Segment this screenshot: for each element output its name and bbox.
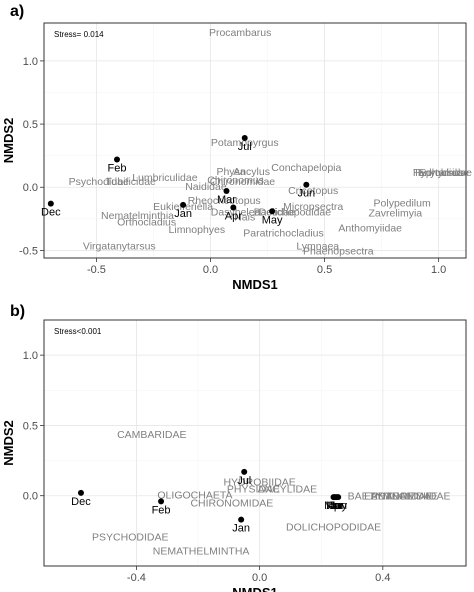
taxon-label: Tubificidae: [105, 176, 156, 188]
month-point: [269, 208, 276, 215]
y-tick-label: -0.5: [19, 245, 38, 257]
taxon-label: Dolichopodidae: [259, 206, 332, 218]
month-label: Feb: [108, 162, 127, 174]
taxon-label: Chironomidae: [210, 176, 276, 188]
taxon-label: Physa: [216, 166, 245, 178]
taxon-label: BAETIDAE: [348, 491, 400, 503]
taxon-label: Lumbriculidae: [132, 172, 198, 184]
taxon-label: Chironomus: [207, 175, 264, 187]
taxon-label: OLIGOCHAETA: [157, 489, 232, 501]
taxon-label: CHIRONOMIDAE: [190, 498, 273, 510]
taxon-label: PHYSIDAE: [227, 484, 280, 496]
taxon-label: Orthocladius: [117, 216, 176, 228]
month-point: [113, 156, 120, 163]
taxon-label: Naididae: [185, 181, 227, 193]
month-label: Jun: [297, 188, 315, 200]
taxon-label: Polypedilum: [374, 197, 431, 209]
month-point: [241, 468, 248, 475]
month-label: Jun: [329, 500, 347, 512]
x-tick-label: -0.4: [127, 572, 146, 584]
month-point: [223, 188, 230, 195]
month-point: [47, 200, 54, 207]
plot-border: [43, 22, 467, 259]
month-label: Mar: [324, 500, 343, 512]
taxon-label: Ancylus: [233, 166, 270, 178]
month-label: Jan: [232, 523, 250, 535]
month-point: [230, 204, 237, 211]
y-tick-label: 0.0: [23, 182, 38, 194]
taxon-label: Psychodidae: [69, 176, 129, 188]
taxon-label: Conchapelopia: [271, 162, 341, 174]
month-point: [303, 181, 310, 188]
x-axis-title: NMDS1: [232, 277, 278, 292]
y-tick-label: 0.5: [23, 119, 38, 131]
chart-panel-2: -0.4 0.0 0.4 0.0 0.5 1.0 Stress<0.001 CAMBARIDA…: [1, 303, 467, 592]
taxon-label: Hydrobiidae: [413, 167, 469, 179]
month-point: [158, 498, 165, 505]
taxon-label: EPHYDRIDAE: [364, 491, 432, 503]
taxon-label: Ephydridae: [419, 167, 472, 179]
x-tick-label: 0.0: [252, 572, 267, 584]
y-axis-title: NMDS2: [1, 420, 16, 466]
month-label: Apr: [225, 210, 242, 222]
taxon-label: Virgatanytarsus: [83, 240, 156, 252]
taxon-label: NEMATHELMINTHA: [153, 546, 250, 558]
taxon-label: Nematelminthia: [101, 210, 174, 222]
taxon-label: Limnophyes: [169, 224, 226, 236]
x-axis-title: NMDS1: [232, 585, 278, 592]
taxon-label: Procambarus: [209, 27, 271, 39]
x-tick-label: 0.4: [375, 572, 390, 584]
month-point: [77, 489, 84, 496]
y-tick-label: 0.5: [23, 420, 38, 432]
taxon-label: Zavrelimyia: [368, 208, 422, 220]
month-label: May: [262, 214, 283, 226]
month-point: [241, 134, 248, 141]
taxon-label: CAMBARIDAE: [117, 429, 186, 441]
taxon-label: ANCYLIDAE: [258, 484, 318, 496]
taxon-label: PSYCHODIDAE: [92, 531, 168, 543]
taxon-label: Micropsectra: [283, 201, 343, 213]
y-tick-label: 0.0: [23, 491, 38, 503]
panel-label: a): [10, 3, 24, 20]
taxon-label: DOLICHOPODIDAE: [286, 522, 381, 534]
month-label: May: [326, 500, 347, 512]
taxon-label: Dasyhelea: [211, 206, 261, 218]
x-tick-label: 0.0: [203, 264, 218, 276]
taxon-label: Phaenopsectra: [303, 245, 374, 257]
stress-annotation: Stress<0.001: [54, 327, 102, 336]
x-tick-label: 1.0: [431, 264, 446, 276]
month-label: Mar: [217, 194, 236, 206]
y-tick-label: 1.0: [23, 56, 38, 68]
month-label: Jul: [237, 475, 251, 487]
month-label: Jan: [174, 208, 192, 220]
y-tick-label: 1.0: [23, 350, 38, 362]
stress-annotation: Stress= 0.014: [54, 30, 104, 39]
taxon-label: Nais: [234, 211, 255, 223]
plot-border: [43, 319, 467, 567]
taxon-label: Potamopyrgus: [211, 137, 279, 149]
taxon-label: Tanytarsus: [413, 167, 464, 179]
month-point: [180, 201, 187, 208]
x-tick-label: -0.5: [87, 264, 106, 276]
taxon-label: LYMNAEIDAE: [371, 491, 438, 503]
x-tick-label: 0.5: [317, 264, 332, 276]
taxon-label: Paratrichocladius: [243, 228, 324, 240]
month-label: Dec: [71, 496, 91, 508]
month-point: [238, 516, 245, 523]
month-label: Apr: [327, 500, 344, 512]
taxon-label: Cricotopus: [288, 185, 338, 197]
taxon-label: Rheocricotopus: [188, 195, 261, 207]
taxon-label: ANTHOMYIIDAE: [371, 491, 451, 503]
y-axis-title: NMDS2: [1, 118, 16, 164]
panel-label: b): [10, 303, 25, 320]
chart-panel-1: -0.5 0.0 0.5 1.0 -0.5 0.0 0.5 1.0 Stress= 0.014 P…: [1, 3, 472, 292]
taxon-label: Anthomyiidae: [338, 223, 402, 235]
month-point: [335, 494, 342, 501]
month-label: Feb: [152, 504, 171, 516]
month-label: Jul: [238, 141, 252, 153]
taxon-label: Lymnaea: [296, 240, 339, 252]
taxon-label: HYDROBIIDAE: [223, 477, 295, 489]
month-label: Dec: [41, 207, 61, 219]
